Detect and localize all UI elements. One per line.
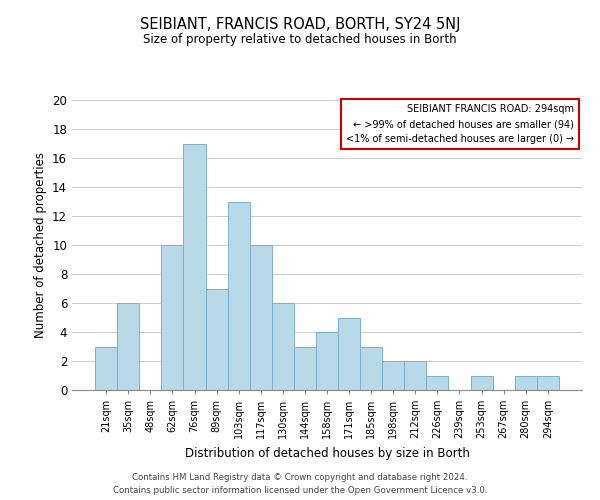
Bar xyxy=(227,202,250,390)
Text: Size of property relative to detached houses in Borth: Size of property relative to detached ho… xyxy=(143,32,457,46)
Bar xyxy=(250,245,272,390)
Bar xyxy=(206,288,227,390)
Text: SEIBIANT FRANCIS ROAD: 294sqm
← >99% of detached houses are smaller (94)
<1% of : SEIBIANT FRANCIS ROAD: 294sqm ← >99% of … xyxy=(346,104,574,144)
Bar xyxy=(382,361,404,390)
Bar xyxy=(95,346,117,390)
Bar xyxy=(360,346,382,390)
Bar xyxy=(515,376,537,390)
Bar xyxy=(117,303,139,390)
Bar xyxy=(184,144,206,390)
Bar xyxy=(294,346,316,390)
X-axis label: Distribution of detached houses by size in Borth: Distribution of detached houses by size … xyxy=(185,446,469,460)
Bar xyxy=(470,376,493,390)
Bar xyxy=(404,361,427,390)
Text: SEIBIANT, FRANCIS ROAD, BORTH, SY24 5NJ: SEIBIANT, FRANCIS ROAD, BORTH, SY24 5NJ xyxy=(140,18,460,32)
Bar xyxy=(161,245,184,390)
Bar xyxy=(338,318,360,390)
Bar xyxy=(427,376,448,390)
Bar xyxy=(272,303,294,390)
Y-axis label: Number of detached properties: Number of detached properties xyxy=(34,152,47,338)
Bar xyxy=(316,332,338,390)
Text: Contains HM Land Registry data © Crown copyright and database right 2024.
Contai: Contains HM Land Registry data © Crown c… xyxy=(113,474,487,495)
Bar xyxy=(537,376,559,390)
